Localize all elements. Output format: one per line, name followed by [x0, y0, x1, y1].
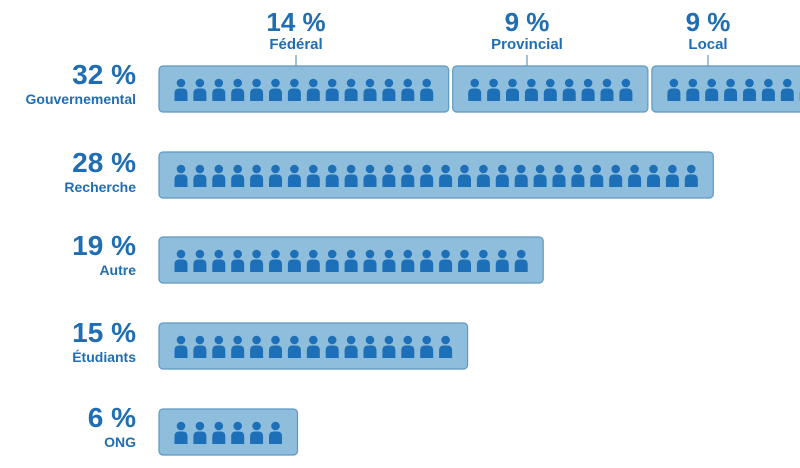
value-label: 6 %	[88, 403, 136, 433]
subgroup-label-local: 9 % Local	[686, 8, 731, 54]
subgroup-name: Fédéral	[266, 36, 325, 54]
category-name: Étudiants	[72, 348, 136, 366]
subgroup-label-federal: 14 % Fédéral	[266, 8, 325, 54]
category-name: ONG	[88, 433, 136, 451]
category-label-etudiants: 15 % Étudiants	[72, 318, 136, 366]
value-label: 9 %	[491, 8, 563, 36]
value-label: 15 %	[72, 318, 136, 348]
value-label: 32 %	[26, 60, 136, 90]
category-name: Autre	[72, 261, 136, 279]
category-label-recherche: 28 % Recherche	[64, 148, 136, 196]
icon-row	[175, 336, 453, 358]
icon-row	[468, 79, 632, 101]
category-label-autre: 19 % Autre	[72, 231, 136, 279]
category-label-gouvernemental: 32 % Gouvernemental	[26, 60, 136, 108]
value-label: 19 %	[72, 231, 136, 261]
bar	[159, 152, 713, 198]
value-label: 14 %	[266, 8, 325, 36]
subgroup-label-provincial: 9 % Provincial	[491, 8, 563, 54]
subgroup-name: Provincial	[491, 36, 563, 54]
category-name: Gouvernemental	[26, 90, 136, 108]
value-label: 9 %	[686, 8, 731, 36]
category-name: Recherche	[64, 178, 136, 196]
category-label-ong: 6 % ONG	[88, 403, 136, 451]
value-label: 28 %	[64, 148, 136, 178]
subgroup-name: Local	[686, 36, 731, 54]
